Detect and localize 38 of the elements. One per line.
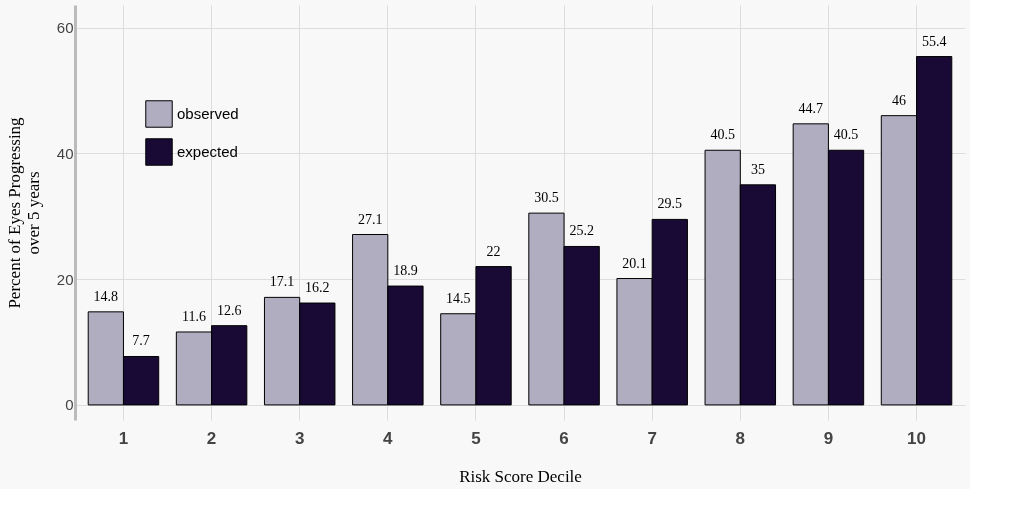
legend-label: expected xyxy=(177,143,238,160)
y-tick-label: 60 xyxy=(56,19,74,37)
x-tick-label: 4 xyxy=(383,428,394,448)
data-label: 46 xyxy=(891,92,906,108)
data-label: 35 xyxy=(750,161,765,177)
x-tick-label: 6 xyxy=(559,428,569,448)
data-label: 40.5 xyxy=(833,127,859,143)
x-tick-label: 1 xyxy=(118,428,129,448)
data-label: 12.6 xyxy=(216,302,242,318)
data-label: 40.5 xyxy=(710,127,735,143)
data-label: 25.2 xyxy=(569,223,594,239)
data-label: 17.1 xyxy=(269,274,295,290)
x-tick-label: 5 xyxy=(471,428,481,448)
data-label: 29.5 xyxy=(657,196,683,212)
x-tick-label: 9 xyxy=(823,428,834,448)
data-label: 14.5 xyxy=(446,290,471,306)
data-label: 44.7 xyxy=(798,100,824,116)
y-tick-label: 20 xyxy=(56,270,74,288)
data-label: 16.2 xyxy=(305,280,330,296)
x-tick-label: 8 xyxy=(735,428,746,448)
data-label: 11.6 xyxy=(181,308,206,324)
x-tick-label: 7 xyxy=(647,428,657,448)
data-label: 22 xyxy=(486,243,501,259)
data-label: 30.5 xyxy=(534,190,559,206)
x-tick-label: 10 xyxy=(907,428,926,448)
legend-label: observed xyxy=(177,105,239,122)
data-label: 7.7 xyxy=(132,333,150,349)
data-label: 27.1 xyxy=(357,211,383,227)
data-label: 18.9 xyxy=(393,263,418,279)
x-tick-label: 2 xyxy=(206,428,217,448)
data-label: 55.4 xyxy=(921,33,947,49)
data-label: 14.8 xyxy=(93,288,119,304)
x-tick-label: 3 xyxy=(294,428,305,448)
x-axis-title: Risk Score Decile xyxy=(459,466,582,486)
y-tick-label: 0 xyxy=(65,396,74,414)
y-tick-label: 40 xyxy=(56,144,74,162)
data-label: 20.1 xyxy=(622,255,647,271)
y-axis-title: Percent of Eyes Progressing over 5 years xyxy=(4,116,43,309)
